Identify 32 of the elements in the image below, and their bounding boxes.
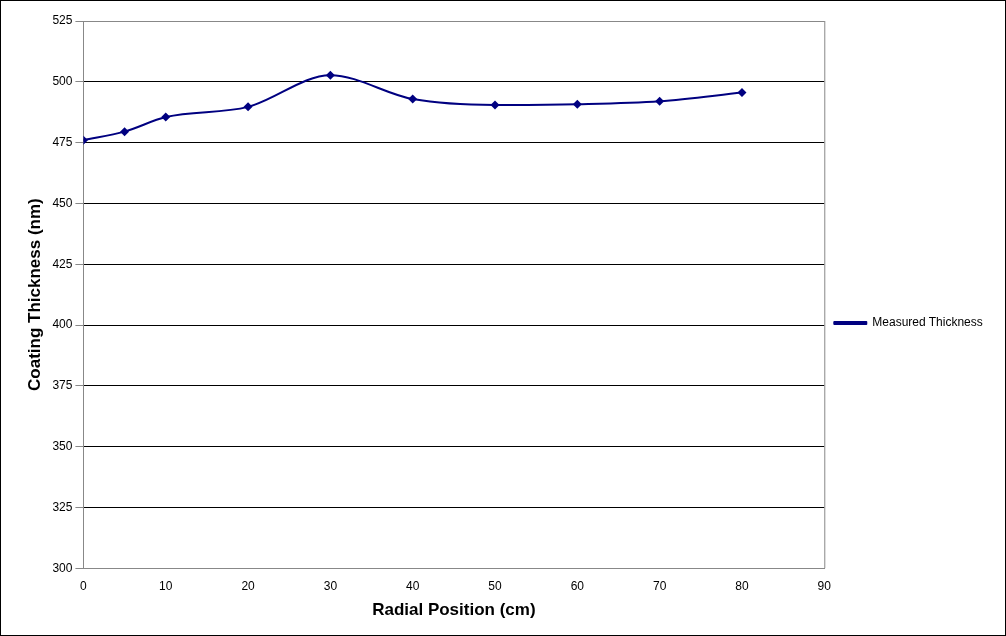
x-tick-label: 10 (159, 578, 173, 593)
y-tick-label: 450 (52, 195, 73, 210)
point (243, 102, 253, 112)
point (572, 99, 582, 109)
x-tick-label: 30 (323, 578, 338, 593)
point (737, 88, 747, 97)
point (655, 96, 665, 106)
point (490, 100, 500, 110)
x-tick-label: 0 (80, 578, 88, 593)
point (120, 127, 130, 137)
point (325, 70, 335, 80)
x-axis-title: Radial Position (cm) (372, 600, 536, 620)
y-tick-label: 475 (52, 134, 73, 149)
x-tick-label: 90 (817, 578, 832, 593)
y-tick-label: 375 (52, 378, 73, 393)
y-tick-label: 500 (52, 74, 73, 89)
x-tick-label: 20 (241, 578, 256, 593)
x-tick-label: 60 (570, 578, 585, 593)
y-tick-label: 350 (52, 438, 73, 453)
x-tick-label: 80 (735, 578, 749, 593)
x-tick-label: 50 (488, 578, 503, 593)
y-tick-label: 400 (52, 317, 73, 332)
y-tick-label: 325 (52, 499, 73, 514)
point (161, 112, 171, 122)
y-tick-label: 425 (52, 256, 73, 271)
legend-label: Measured Thickness (872, 315, 983, 330)
y-tick-label: 300 (52, 560, 73, 575)
x-tick-label: 70 (652, 578, 667, 593)
y-axis-title: Coating Thickness (nm) (24, 198, 44, 391)
x-tick-label: 40 (406, 578, 420, 593)
point (408, 94, 418, 104)
y-tick-label: 525 (52, 13, 73, 28)
